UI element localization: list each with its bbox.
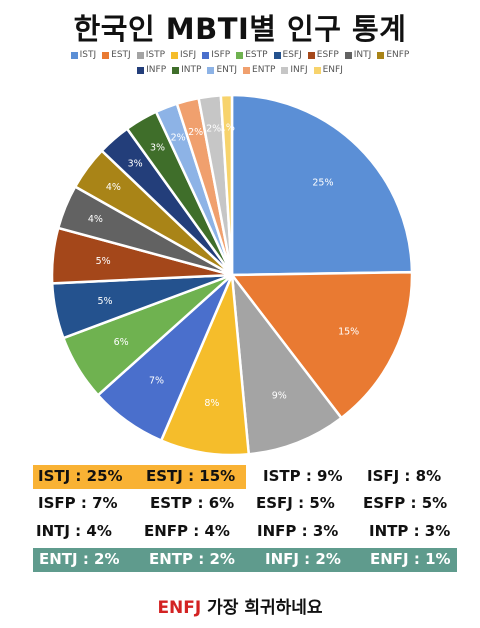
legend-entry-estp: ESTP <box>236 50 268 60</box>
summary-cell: ISTJ : 25% <box>38 467 123 485</box>
summary-highlight-bottom <box>33 548 457 572</box>
legend-entry-intj: INTJ <box>344 50 372 60</box>
legend-label: ISFP <box>211 50 231 60</box>
summary-cell: ESTJ : 15% <box>146 467 236 485</box>
legend-label: INFJ <box>290 65 308 75</box>
legend-label: ENTP <box>252 65 276 75</box>
legend-label: ENFJ <box>322 65 343 75</box>
slice-label-isfj: 8% <box>204 398 219 409</box>
legend-swatch <box>202 51 210 59</box>
legend-entry-istj: ISTJ <box>70 50 97 60</box>
legend-entry-entp: ENTP <box>243 65 275 75</box>
legend-entry-infp: INFP <box>137 65 166 75</box>
legend-swatch <box>102 51 110 59</box>
pie-slice-istp <box>230 270 344 454</box>
legend-label: ESTP <box>245 50 268 60</box>
legend-swatch <box>171 51 179 59</box>
legend-entry-istp: ISTP <box>136 50 166 60</box>
legend-entry-intp: INTP <box>172 65 201 75</box>
legend-label: ESFJ <box>282 50 302 60</box>
legend-swatch <box>207 66 215 74</box>
legend-label: ESFP <box>316 50 339 60</box>
legend-entry-entj: ENTJ <box>207 65 237 75</box>
slice-label-istp: 9% <box>272 391 287 402</box>
slice-label-enfj: 1% <box>220 122 235 133</box>
pie-slice-enfj <box>219 94 234 276</box>
legend-label: ISTJ <box>79 50 97 60</box>
legend-entry-esfp: ESFP <box>307 50 339 60</box>
slice-label-infj: 2% <box>206 124 221 135</box>
legend-label: ISFJ <box>180 50 197 60</box>
pie-slice-isfj <box>159 274 251 454</box>
legend-entry-esfj: ESFJ <box>273 50 302 60</box>
footer-caption: ENFJ 가장 희귀하네요 <box>0 593 480 618</box>
slice-label-isfp: 7% <box>149 375 164 386</box>
legend-label: ESTJ <box>111 50 131 60</box>
chart-title: 한국인 MBTI별 인구 통계 <box>73 12 407 46</box>
slice-label-enfp: 4% <box>106 182 121 193</box>
summary-cell: ESFJ : 5% <box>256 494 335 512</box>
summary-cell: ESTP : 6% <box>150 494 235 512</box>
legend-label: INTJ <box>353 50 372 60</box>
summary-row-1: ISTJ : 25% ESTJ : 15% ISTP : 9% ISFJ : 8… <box>33 465 458 490</box>
legend-entry-enfj: ENFJ <box>313 65 343 75</box>
legend-label: INFP <box>146 65 167 75</box>
slice-label-esfj: 5% <box>98 296 113 307</box>
legend-entry-estj: ESTJ <box>102 50 131 60</box>
legend-swatch <box>307 51 315 59</box>
summary-highlight-top <box>33 465 246 489</box>
slice-label-entp: 2% <box>188 127 203 138</box>
legend-entry-isfj: ISFJ <box>171 50 196 60</box>
legend-swatch <box>377 51 385 59</box>
legend-label: ISTP <box>145 50 166 60</box>
legend-entry-infj: INFJ <box>281 65 308 75</box>
summary-cell: ISTP : 9% <box>263 467 343 485</box>
legend-swatch <box>313 66 321 74</box>
legend-swatch <box>137 66 145 74</box>
slice-label-entj: 2% <box>171 133 186 144</box>
pie-chart: 25%15%9%8%7%6%5%5%4%4%3%3%2%2% 2%1% <box>50 94 414 454</box>
legend-swatch <box>136 51 144 59</box>
summary-cell: ENFJ : 1% <box>370 550 451 568</box>
summary-cell: INFP : 3% <box>257 522 339 540</box>
summary-table: ISTJ : 25% ESTJ : 15% ISTP : 9% ISFJ : 8… <box>33 465 458 576</box>
slice-label-estj: 15% <box>338 326 359 337</box>
summary-row-3: INTJ : 4% ENFP : 4% INFP : 3% INTP : 3% <box>33 520 458 546</box>
legend-swatch <box>344 51 352 59</box>
slice-label-intp: 3% <box>150 143 165 154</box>
legend-swatch <box>236 51 244 59</box>
legend-swatch <box>243 66 251 74</box>
legend-label: INTP <box>181 65 202 75</box>
summary-cell: ENFP : 4% <box>144 522 230 540</box>
chart-legend: ISTJ ESTJ ISTP ISFJ ISFP ESTP ESFJ ESFP INTJ ENFP… <box>60 50 420 75</box>
legend-label: ENTJ <box>216 65 238 75</box>
footer-text: 가장 희귀하네요 <box>201 598 323 618</box>
legend-swatch <box>281 66 289 74</box>
pie-slice-istj <box>230 94 414 277</box>
legend-swatch <box>273 51 281 59</box>
summary-cell: ESFP : 5% <box>363 494 448 512</box>
summary-row-2: ISFP : 7% ESTP : 6% ESFJ : 5% ESFP : 5% <box>33 492 458 518</box>
slice-label-estp: 6% <box>114 337 129 348</box>
legend-swatch <box>70 51 78 59</box>
footer-highlight: ENFJ <box>157 598 202 618</box>
summary-cell: ISFP : 7% <box>38 494 118 512</box>
summary-cell: INTJ : 4% <box>36 522 112 540</box>
summary-cell: INFJ : 2% <box>265 550 341 568</box>
slice-label-istj: 25% <box>312 178 333 189</box>
summary-cell: ENTJ : 2% <box>39 550 120 568</box>
slice-label-infp: 3% <box>128 159 143 170</box>
summary-cell: ISFJ : 8% <box>367 467 442 485</box>
legend-swatch <box>172 66 180 74</box>
legend-entry-isfp: ISFP <box>202 50 230 60</box>
slice-label-intj: 4% <box>88 214 103 225</box>
legend-label: ENFP <box>386 50 410 60</box>
pie-slice-estj <box>229 270 414 420</box>
legend-entry-enfp: ENFP <box>377 50 409 60</box>
summary-cell: ENTP : 2% <box>149 550 235 568</box>
slice-label-esfp: 5% <box>96 256 111 267</box>
summary-row-4: ENTJ : 2% ENTP : 2% INFJ : 2% ENFJ : 1% <box>33 548 458 574</box>
summary-cell: INTP : 3% <box>369 522 451 540</box>
